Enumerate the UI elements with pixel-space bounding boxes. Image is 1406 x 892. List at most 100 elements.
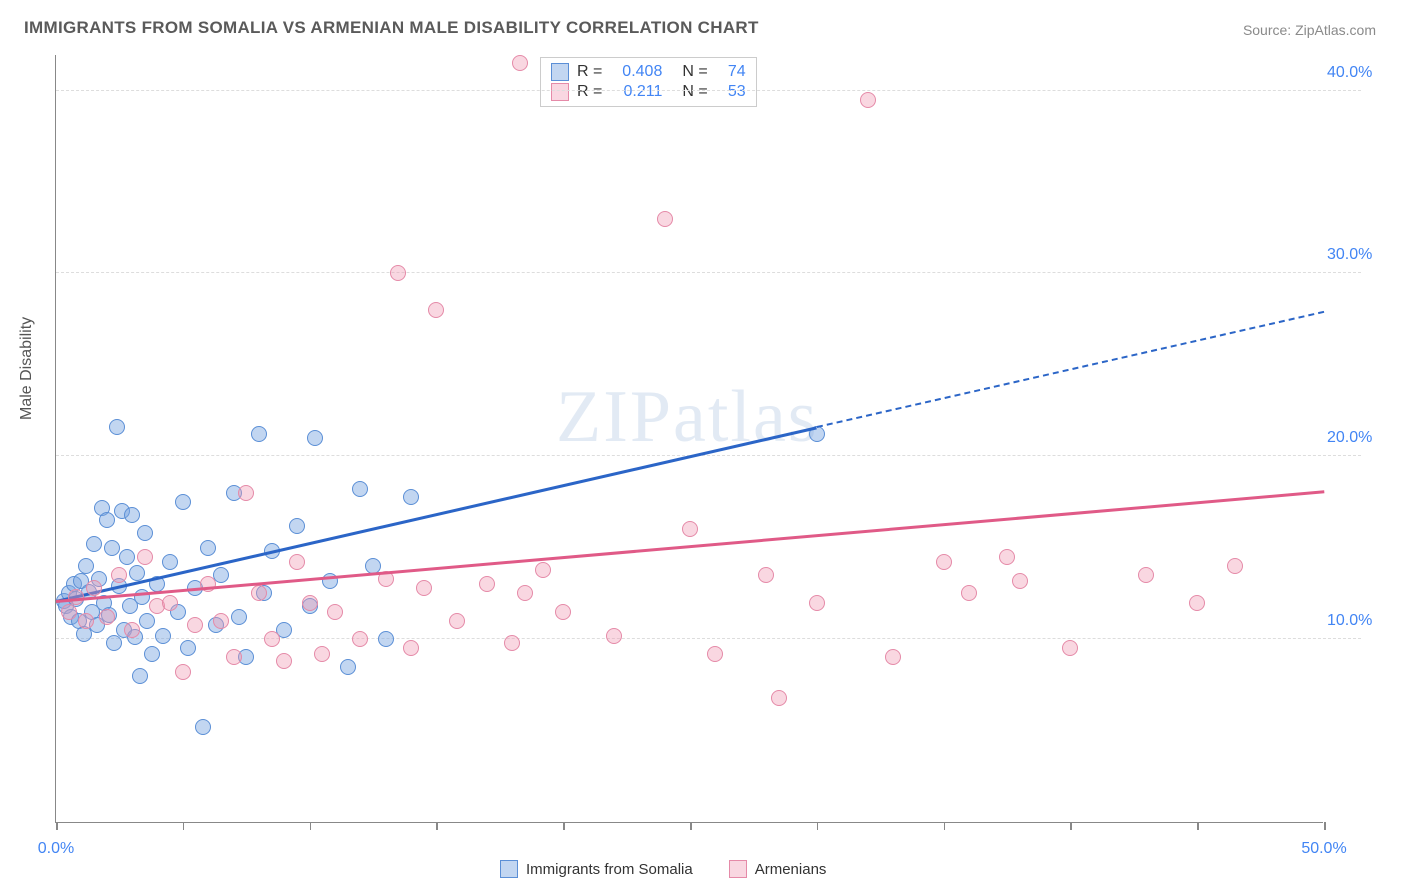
stat-n-label: N = [682,63,707,81]
scatter-point [885,649,901,665]
scatter-point [1062,640,1078,656]
scatter-point [1227,558,1243,574]
gridline [56,272,1361,273]
scatter-point [162,554,178,570]
legend-swatch [729,860,747,878]
scatter-point [144,646,160,662]
legend-swatch [551,83,569,101]
scatter-point [175,494,191,510]
scatter-point [86,580,102,596]
scatter-point [352,481,368,497]
scatter-point [352,631,368,647]
scatter-point [1189,595,1205,611]
scatter-point [180,640,196,656]
source-attribution: Source: ZipAtlas.com [1243,22,1376,38]
scatter-point [264,631,280,647]
scatter-point [137,525,153,541]
scatter-point [162,595,178,611]
scatter-point [860,92,876,108]
scatter-point [200,540,216,556]
scatter-point [999,549,1015,565]
stat-n-label: N = [682,83,707,101]
scatter-point [307,430,323,446]
y-tick-label: 30.0% [1327,246,1385,264]
gridline [56,90,1361,91]
x-tick [944,822,946,830]
x-tick [183,822,185,830]
scatter-point [314,646,330,662]
regression-line [56,490,1324,602]
legend-label: Armenians [755,861,827,878]
scatter-point [758,567,774,583]
scatter-point [707,646,723,662]
scatter-point [99,609,115,625]
scatter-point [289,518,305,534]
scatter-point [251,426,267,442]
scatter-point [809,595,825,611]
scatter-point [1012,573,1028,589]
x-tick [1197,822,1199,830]
scatter-point [187,617,203,633]
scatter-point [555,604,571,620]
x-tick-label: 50.0% [1301,840,1346,858]
stat-r-value: 0.211 [610,83,662,101]
scatter-point [155,628,171,644]
scatter-point [213,613,229,629]
legend-swatch [500,860,518,878]
legend-item: Immigrants from Somalia [500,860,693,878]
scatter-plot-area: ZIPatlas R =0.408N =74R =0.211N =53 10.0… [55,55,1323,823]
scatter-point [104,540,120,556]
scatter-point [1138,567,1154,583]
scatter-point [535,562,551,578]
scatter-point [139,613,155,629]
scatter-point [479,576,495,592]
x-tick [690,822,692,830]
scatter-point [132,668,148,684]
x-tick [1324,822,1326,830]
regression-line [56,426,817,602]
stats-row: R = 0.211 N = 53 [551,82,746,102]
x-tick [310,822,312,830]
scatter-point [517,585,533,601]
watermark: ZIPatlas [556,375,819,460]
stat-r-label: R = [577,63,602,81]
regression-line-extrapolated [817,311,1325,429]
stats-row: R =0.408N =74 [551,62,746,82]
scatter-point [606,628,622,644]
y-tick-label: 10.0% [1327,612,1385,630]
scatter-point [682,521,698,537]
scatter-point [109,419,125,435]
stats-legend-box: R =0.408N =74R =0.211N =53 [540,57,757,107]
chart-title: IMMIGRANTS FROM SOMALIA VS ARMENIAN MALE… [24,18,759,38]
scatter-point [61,604,77,620]
scatter-point [124,622,140,638]
scatter-point [936,554,952,570]
stat-r-label: R = [577,83,602,101]
scatter-point [226,649,242,665]
bottom-legend: Immigrants from Somalia Armenians [500,860,826,878]
scatter-point [276,653,292,669]
legend-swatch [551,63,569,81]
scatter-point [289,554,305,570]
scatter-point [416,580,432,596]
scatter-point [512,55,528,71]
x-tick [1070,822,1072,830]
scatter-point [251,585,267,601]
legend-item: Armenians [729,860,827,878]
scatter-point [657,211,673,227]
x-tick [817,822,819,830]
scatter-point [124,507,140,523]
x-tick [436,822,438,830]
gridline [56,638,1361,639]
scatter-point [378,631,394,647]
scatter-point [200,576,216,592]
x-tick [563,822,565,830]
x-tick [56,822,58,830]
scatter-point [78,558,94,574]
stat-n-value: 53 [716,83,746,101]
scatter-point [129,565,145,581]
scatter-point [137,549,153,565]
legend-label: Immigrants from Somalia [526,861,693,878]
stat-r-value: 0.408 [610,63,662,81]
x-tick-label: 0.0% [38,840,74,858]
